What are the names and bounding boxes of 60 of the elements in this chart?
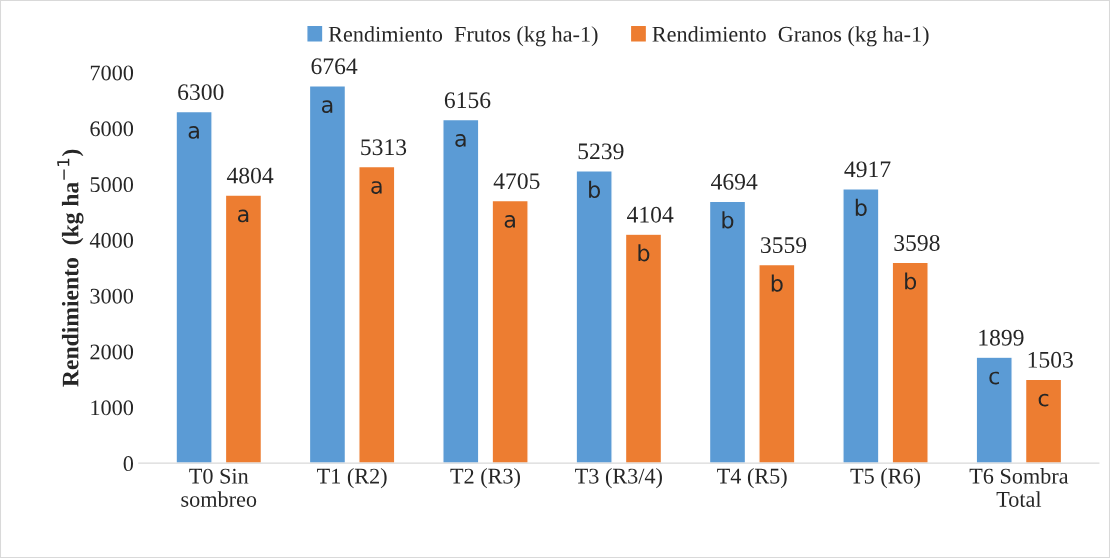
bar	[358, 165, 396, 464]
data-label: 6156	[444, 92, 491, 109]
y-tick-label: 5000	[90, 177, 134, 193]
bar	[708, 200, 747, 464]
y-tick-label: 2000	[90, 344, 134, 360]
annotation: a	[504, 215, 515, 228]
annotation: b	[855, 198, 867, 217]
data-label: 3598	[894, 234, 940, 251]
x-tick-label: T1 (R2)	[317, 468, 387, 489]
annotation: c	[1038, 393, 1049, 407]
annotation: b	[905, 272, 917, 290]
annotation: b	[589, 180, 600, 199]
bar	[575, 170, 613, 464]
data-label: 4705	[493, 173, 540, 190]
data-label: 6300	[178, 84, 224, 101]
annotation: a	[455, 134, 466, 147]
x-tick-label: T4 (R5)	[717, 468, 787, 489]
y-tick-label: 6000	[90, 121, 134, 137]
y-tick-label: 3000	[90, 288, 134, 304]
x-tick-label: T6 Sombra Total	[969, 468, 1069, 507]
bar	[224, 194, 263, 464]
data-label: 1899	[979, 329, 1024, 346]
annotation: a	[321, 100, 333, 113]
bar	[842, 188, 880, 464]
data-label: 4104	[627, 206, 674, 223]
data-label: 3559	[761, 237, 807, 254]
annotation: a	[237, 209, 249, 223]
x-tick-label: T3 (R3/4)	[575, 468, 662, 489]
bar	[624, 233, 663, 464]
annotation: b	[771, 274, 783, 292]
bar	[442, 118, 480, 464]
annotation: b	[638, 244, 650, 262]
x-tick-label: T5 (R6)	[850, 468, 921, 489]
y-tick-label: 4000	[89, 232, 134, 248]
data-label: 6764	[311, 58, 358, 75]
data-label: 4917	[844, 161, 891, 178]
bar	[758, 263, 796, 464]
y-tick-label: 7000	[90, 65, 134, 81]
data-label: 1503	[1028, 351, 1073, 368]
y-axis-title: Rendimiento (kg ha$^{−1}$)	[57, 149, 84, 387]
legend-label: Rendimiento Granos (kg ha-1)	[652, 26, 929, 47]
bar	[175, 110, 213, 464]
annotation: a	[188, 126, 199, 139]
annotation: a	[371, 181, 382, 194]
annotation: c	[989, 371, 999, 385]
x-tick-label: T2 (R3)	[450, 468, 520, 489]
data-label: 4804	[226, 167, 274, 184]
bar	[308, 85, 347, 464]
bar	[491, 199, 529, 464]
data-label: 4694	[711, 173, 758, 190]
legend-label: Rendimiento Frutos (kg ha-1)	[328, 26, 598, 47]
annotation: b	[722, 211, 734, 229]
y-tick-label: 0	[123, 456, 134, 472]
y-tick-label: 1000	[91, 400, 134, 416]
bar	[891, 261, 929, 464]
x-tick-label: T0 Sin sombreo	[181, 468, 257, 507]
bar	[1024, 378, 1063, 464]
bar	[975, 356, 1013, 464]
data-label: 5239	[578, 143, 624, 160]
data-label: 5313	[361, 139, 407, 156]
